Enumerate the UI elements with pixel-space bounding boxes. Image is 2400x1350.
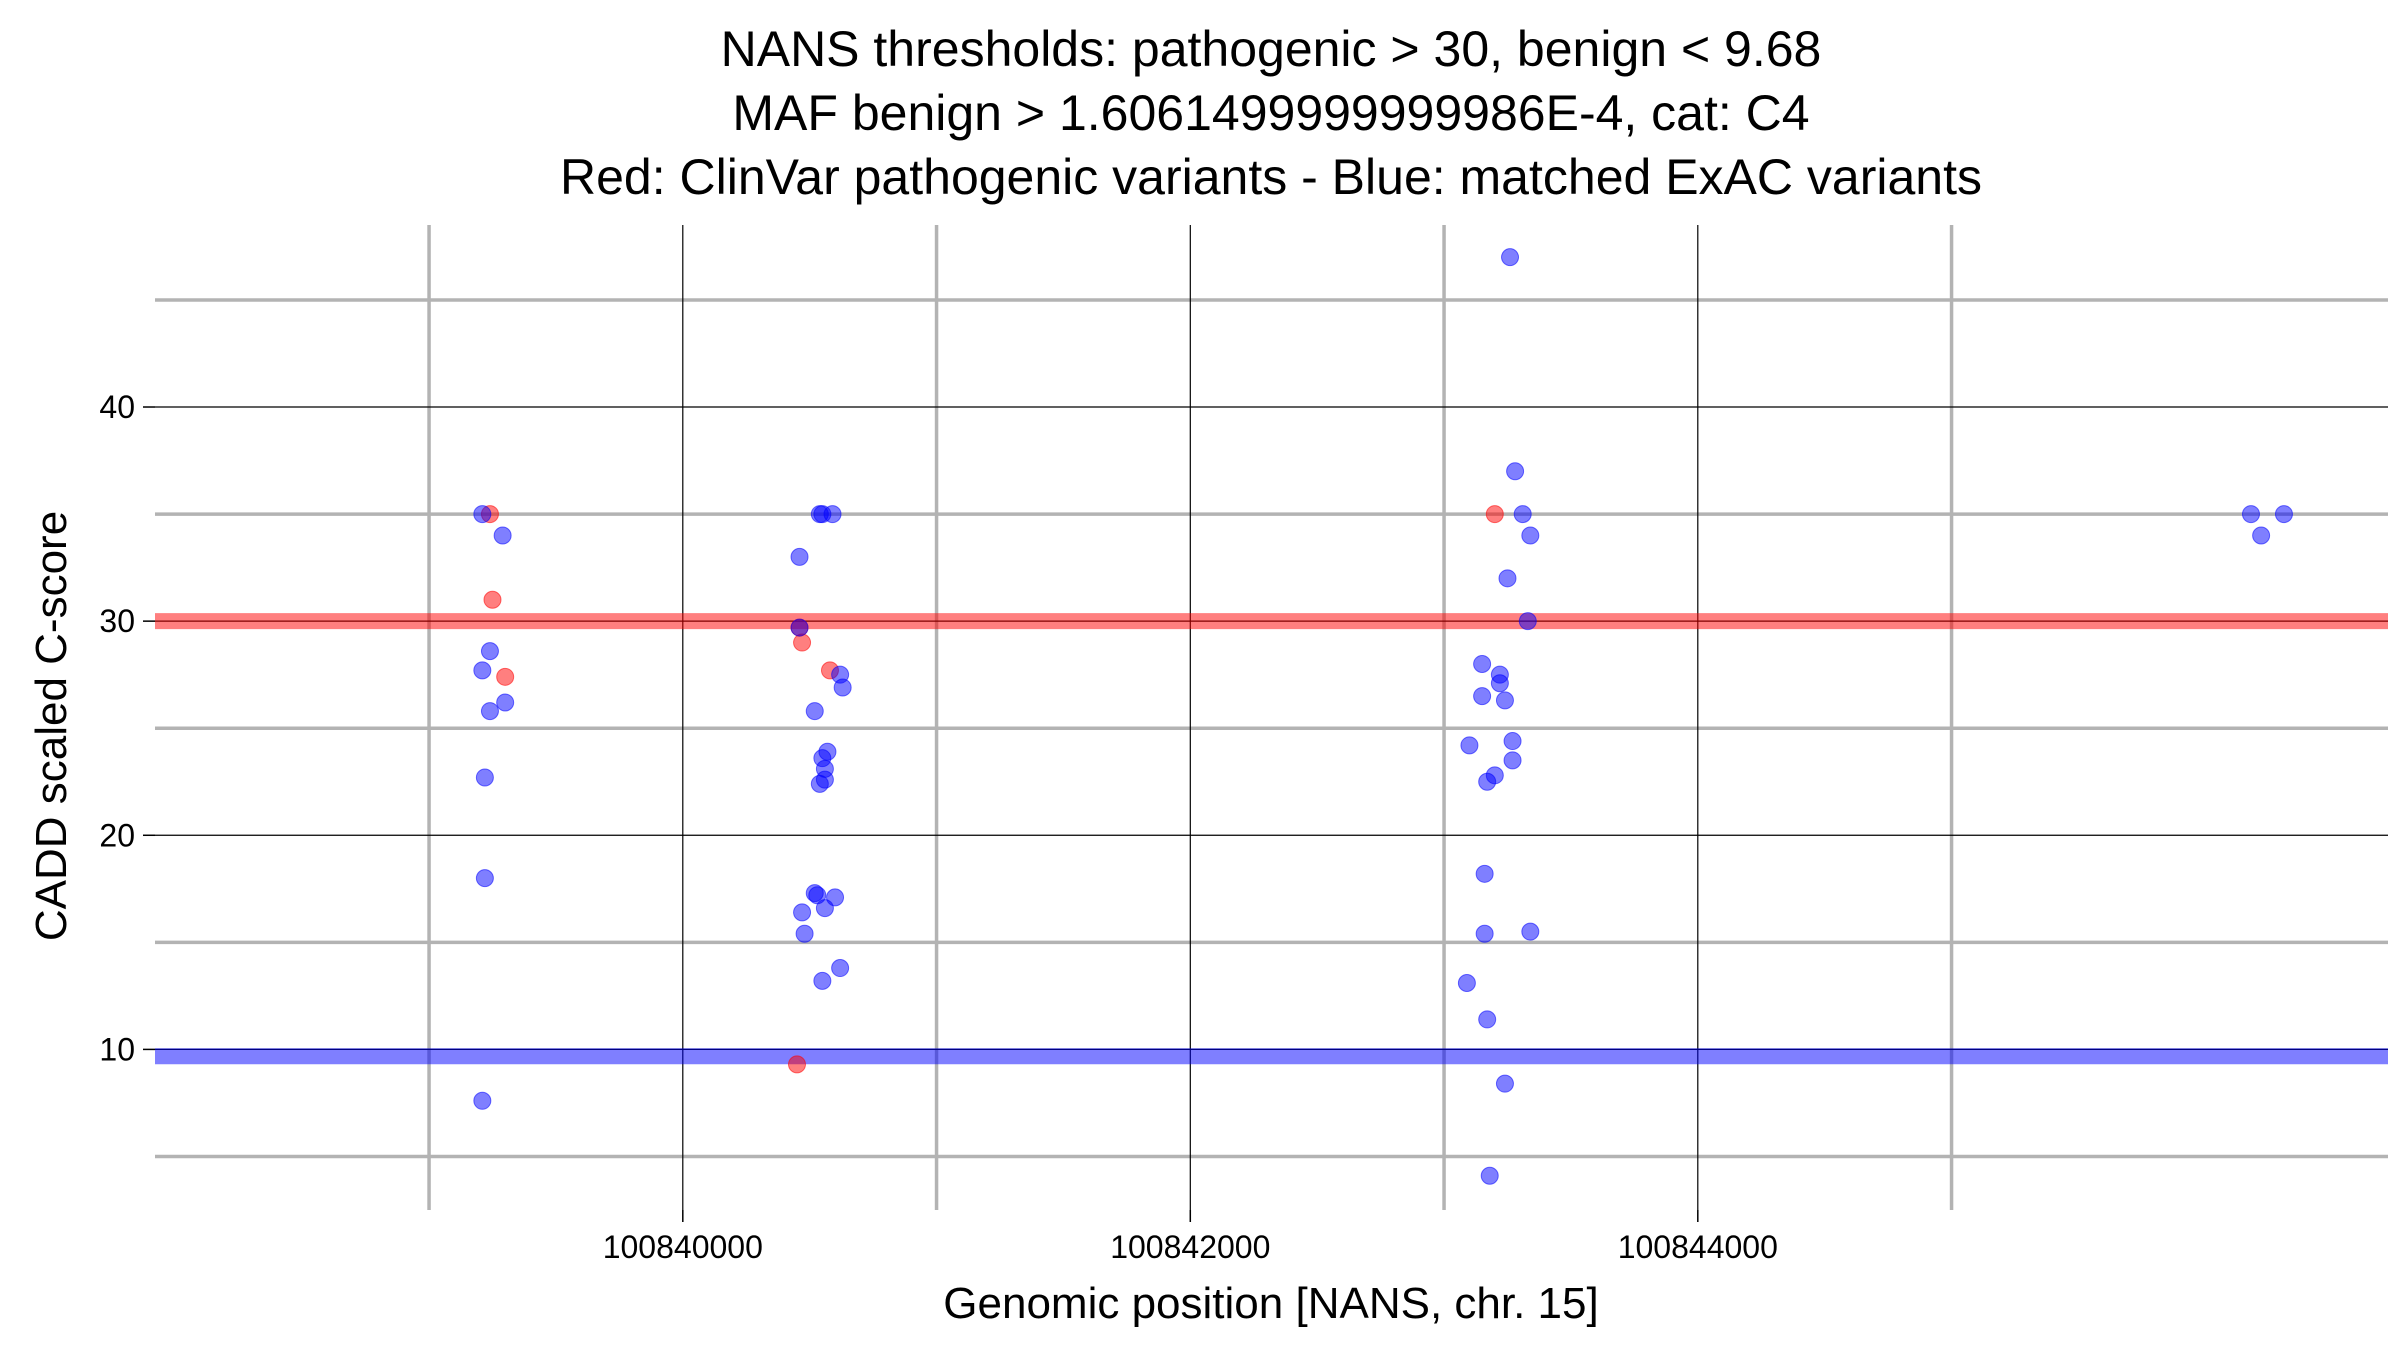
minor-grid [155, 225, 2388, 1210]
y-tick-label: 30 [99, 603, 135, 639]
y-tick-label: 10 [99, 1031, 135, 1067]
title-line-3: Red: ClinVar pathogenic variants - Blue:… [560, 149, 1982, 205]
x-tick-label: 100840000 [603, 1229, 763, 1265]
exac-variant-point [1478, 772, 1497, 791]
exac-variant-point [823, 505, 842, 524]
exac-variant-point [793, 903, 812, 922]
exac-variant-point [1518, 612, 1537, 631]
exac-variant-point [790, 547, 809, 566]
exac-variant-point [818, 742, 837, 761]
exac-variant-point [1457, 974, 1476, 993]
exac-variant-point [1503, 732, 1522, 751]
exac-variant-point [1460, 736, 1479, 755]
exac-variant-point [480, 702, 499, 721]
clinvar-pathogenic-point [1485, 505, 1504, 524]
exac-variant-point [473, 661, 492, 680]
exac-variant-point [1473, 687, 1492, 706]
title-line-2: MAF benign > 1.6061499999999986E-4, cat:… [732, 85, 1809, 141]
exac-variant-point [1521, 526, 1540, 545]
exac-variant-point [1503, 751, 1522, 770]
exac-variant-point [1495, 1074, 1514, 1093]
clinvar-pathogenic-point [496, 667, 515, 686]
exac-variant-point [1480, 1166, 1499, 1185]
exac-variant-point [833, 678, 852, 697]
exac-variant-point [493, 526, 512, 545]
exac-variant-point [1521, 922, 1540, 941]
y-axis: 10 20 30 40 [99, 389, 155, 1067]
y-axis-title: CADD scaled C-score [27, 511, 76, 941]
x-axis-title: Genomic position [NANS, chr. 15] [943, 1279, 1598, 1328]
data-points [473, 248, 2293, 1185]
exac-variant-point [1478, 1010, 1497, 1029]
exac-variant-point [1513, 505, 1532, 524]
exac-variant-point [475, 869, 494, 888]
exac-variant-point [831, 959, 850, 978]
y-tick-label: 40 [99, 389, 135, 425]
exac-variant-point [480, 642, 499, 661]
clinvar-pathogenic-point [793, 633, 812, 652]
exac-variant-point [2274, 505, 2293, 524]
exac-variant-point [2252, 526, 2271, 545]
exac-variant-point [1475, 924, 1494, 943]
clinvar-pathogenic-point [483, 590, 502, 609]
exac-variant-point [1473, 654, 1492, 673]
exac-variant-point [475, 768, 494, 787]
threshold-lines [155, 613, 2388, 1065]
exac-variant-point [1475, 864, 1494, 883]
exac-variant-point [1506, 462, 1525, 481]
exac-variant-point [2241, 505, 2260, 524]
exac-variant-point [805, 702, 824, 721]
title-line-1: NANS thresholds: pathogenic > 30, benign… [721, 21, 1822, 77]
clinvar-pathogenic-point [787, 1055, 806, 1074]
exac-variant-point [813, 971, 832, 990]
exac-variant-point [1490, 674, 1509, 693]
exac-variant-point [1501, 248, 1520, 267]
exac-variant-point [810, 774, 829, 793]
chart-title: NANS thresholds: pathogenic > 30, benign… [560, 21, 1982, 205]
exac-variant-point [1495, 691, 1514, 710]
exac-variant-point [473, 505, 492, 524]
exac-variant-point [1498, 569, 1517, 588]
x-axis: 100840000 100842000 100844000 [603, 1210, 1778, 1265]
exac-variant-point [815, 899, 834, 918]
y-tick-label: 20 [99, 817, 135, 853]
exac-variant-point [790, 618, 809, 637]
exac-variant-point [496, 693, 515, 712]
exac-variant-point [473, 1091, 492, 1110]
exac-variant-point [795, 924, 814, 943]
x-tick-label: 100842000 [1110, 1229, 1270, 1265]
x-tick-label: 100844000 [1618, 1229, 1778, 1265]
